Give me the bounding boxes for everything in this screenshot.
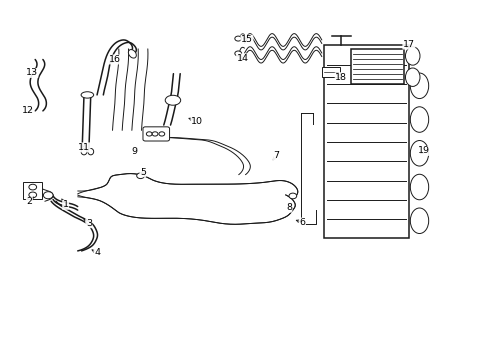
Ellipse shape xyxy=(405,47,419,65)
Circle shape xyxy=(146,132,152,136)
Text: 16: 16 xyxy=(109,55,121,64)
Ellipse shape xyxy=(409,107,428,132)
Ellipse shape xyxy=(409,140,428,166)
Ellipse shape xyxy=(405,68,419,86)
Text: 13: 13 xyxy=(26,68,38,77)
Bar xyxy=(324,45,408,238)
Text: 8: 8 xyxy=(285,203,291,212)
Ellipse shape xyxy=(81,148,87,155)
Circle shape xyxy=(43,192,53,199)
Ellipse shape xyxy=(128,50,136,58)
Circle shape xyxy=(288,193,296,199)
Circle shape xyxy=(159,132,164,136)
Circle shape xyxy=(234,51,241,56)
Circle shape xyxy=(29,184,37,190)
Text: 1: 1 xyxy=(62,200,68,209)
Ellipse shape xyxy=(81,92,94,98)
Text: 18: 18 xyxy=(334,73,346,82)
Bar xyxy=(23,182,42,199)
Ellipse shape xyxy=(409,208,428,234)
Text: 3: 3 xyxy=(85,219,92,228)
Circle shape xyxy=(234,36,241,41)
Bar xyxy=(350,49,403,84)
FancyBboxPatch shape xyxy=(142,127,169,141)
Text: 11: 11 xyxy=(78,143,90,152)
Text: 17: 17 xyxy=(402,40,414,49)
Text: 7: 7 xyxy=(272,152,278,161)
Text: 5: 5 xyxy=(140,168,146,177)
Text: 4: 4 xyxy=(94,248,100,257)
Text: 6: 6 xyxy=(299,218,305,227)
Ellipse shape xyxy=(409,174,428,200)
Ellipse shape xyxy=(409,73,428,99)
Text: 10: 10 xyxy=(191,117,203,126)
Text: 2: 2 xyxy=(26,198,32,207)
Bar xyxy=(321,67,340,77)
Text: 14: 14 xyxy=(236,54,248,63)
Circle shape xyxy=(29,192,37,198)
Ellipse shape xyxy=(88,148,94,155)
Text: 19: 19 xyxy=(418,147,429,156)
Text: 9: 9 xyxy=(131,147,137,156)
Text: 15: 15 xyxy=(241,35,252,44)
Text: 12: 12 xyxy=(22,107,34,116)
Ellipse shape xyxy=(165,95,180,105)
Circle shape xyxy=(152,132,158,136)
Circle shape xyxy=(137,173,144,179)
